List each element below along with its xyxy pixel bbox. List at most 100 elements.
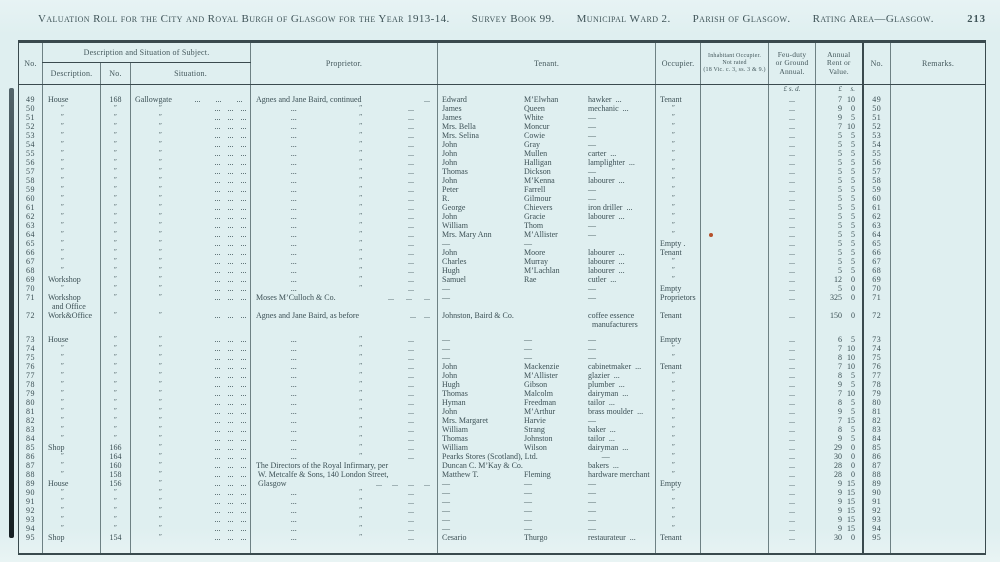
table-row: 62 ″ ″ ″............ ″... John Gracie labourer …	[19, 211, 986, 221]
cell-no-right: 81	[861, 406, 891, 416]
tenant-forename: Hugh	[442, 265, 460, 275]
tenant-forename: George	[442, 202, 466, 212]
situation-text: ″	[159, 148, 162, 157]
situation-flex: ″.........	[131, 212, 250, 221]
cell-situation: ″.........	[129, 460, 251, 470]
cell-no: 71	[26, 292, 35, 302]
cell-no: 59	[26, 184, 35, 194]
dots: ...	[214, 505, 221, 515]
cell-description: ″	[42, 148, 101, 158]
dots: ...	[290, 334, 297, 344]
dots: ...	[407, 451, 414, 461]
cell-situation: ″.........	[129, 424, 251, 434]
cell-description: ″	[42, 514, 101, 524]
cell-situation: ″.........	[129, 310, 251, 335]
situation-flex: ″.........	[131, 104, 250, 113]
cell-tenant: — — —	[437, 514, 656, 524]
proprietor-flex: ... ″...	[251, 239, 437, 248]
cell-street-no: 160	[100, 460, 131, 470]
cell-tenant: — — —	[437, 352, 656, 362]
rent-flex: 8 10	[816, 353, 862, 362]
cell-no: 70	[26, 283, 35, 293]
cell-description: ″	[42, 361, 101, 371]
cell-street-no: ″	[100, 139, 131, 149]
cell-annual-rent: 30 0	[815, 532, 863, 542]
cell-proprietor: ... ″...	[250, 379, 438, 389]
situation-flex: ″.........	[131, 122, 250, 131]
dots: ...	[240, 361, 247, 371]
col-header-no-right: No.	[861, 41, 891, 85]
table-row: 74 ″ ″ ″............ ″... — — — ″... 7 10 74	[19, 343, 986, 353]
ditto-mark: ″	[359, 139, 363, 148]
tenant-surname: Thurgo	[524, 532, 548, 542]
cell-no: 51	[26, 112, 35, 122]
cell-proprietor: ... ″...	[250, 442, 438, 452]
tenant-flex: Matthew T. Fleming hardware merchant	[438, 470, 655, 479]
title-segment-rating-area: Rating Area—Glasgow.	[812, 13, 934, 25]
cell-no-right: 69	[861, 274, 891, 284]
cell-description: ″	[42, 193, 101, 203]
tenant-flex: Hyman Freedman tailor ...	[438, 398, 655, 407]
cell-remarks	[890, 370, 986, 380]
cell-description: ″	[42, 487, 101, 497]
rent-pounds: 7	[838, 415, 843, 425]
rent-flex: 7 10	[816, 122, 862, 131]
rent-shillings: 5	[851, 238, 856, 248]
cell-remarks	[890, 541, 986, 554]
dots: ...	[214, 103, 221, 113]
cell-description: ″	[42, 265, 101, 275]
cell-street-no: ″	[100, 406, 131, 416]
dots: ...	[240, 220, 247, 230]
dots: ...	[407, 406, 414, 416]
proprietor-flex: ... ″...	[251, 203, 437, 212]
cell-occupier: Proprietors	[655, 292, 701, 311]
dots: ...	[227, 211, 234, 221]
rent-shillings: 15	[847, 478, 856, 488]
cell-remarks	[890, 397, 986, 407]
table-row: 50 ″ ″ ″............ ″... James Queen mechanic …	[19, 103, 986, 113]
tenant-occupation: —	[588, 334, 597, 344]
cell-no-right: 84	[861, 433, 891, 443]
cell-street-no: ″	[100, 256, 131, 266]
rent-pounds: 9	[838, 478, 843, 488]
dots: ...	[240, 487, 247, 497]
cell-feu-duty: ...	[768, 415, 816, 425]
cell-inhabitant	[700, 103, 769, 113]
tenant-surname: —	[524, 487, 533, 497]
tenant-occupation: lamplighter ...	[588, 157, 635, 167]
cell-no-right: 67	[861, 256, 891, 266]
tenant-flex: John Moore labourer ...	[438, 248, 655, 257]
rent-shillings: 5	[851, 166, 856, 176]
tenant-forename: William	[442, 442, 468, 452]
situation-text: ″	[159, 442, 162, 451]
dots: ...	[407, 148, 414, 158]
cell-description: ″	[42, 238, 101, 248]
cell-description: ″	[42, 103, 101, 113]
situation-text: ″	[159, 514, 162, 523]
rent-pounds: 8	[838, 397, 843, 407]
dots: ...	[227, 139, 234, 149]
cell-no: 82	[26, 415, 35, 425]
dots: ...	[240, 202, 247, 212]
cell-street-no	[100, 84, 131, 95]
situation-text: ″	[159, 229, 162, 238]
dots: ...	[227, 166, 234, 176]
dots: ...	[227, 505, 234, 515]
dots: ...	[214, 433, 221, 443]
dots: ...	[290, 532, 297, 542]
situation-flex: ″.........	[131, 353, 250, 362]
cell-occupier: ″	[655, 202, 701, 212]
dots: ...	[407, 334, 414, 344]
col-header-occupier: Occupier.	[655, 41, 701, 85]
cell-no: 55	[26, 148, 35, 158]
tenant-flex: Hugh M’Lachlan labourer ...	[438, 266, 655, 275]
tenant-surname: Strang	[524, 424, 545, 434]
cell-street-no: ″	[100, 202, 131, 212]
cell-situation: ″.........	[129, 184, 251, 194]
tenant-flex: Thomas Malcolm dairyman ...	[438, 389, 655, 398]
cell-proprietor: ... ″...	[250, 406, 438, 416]
